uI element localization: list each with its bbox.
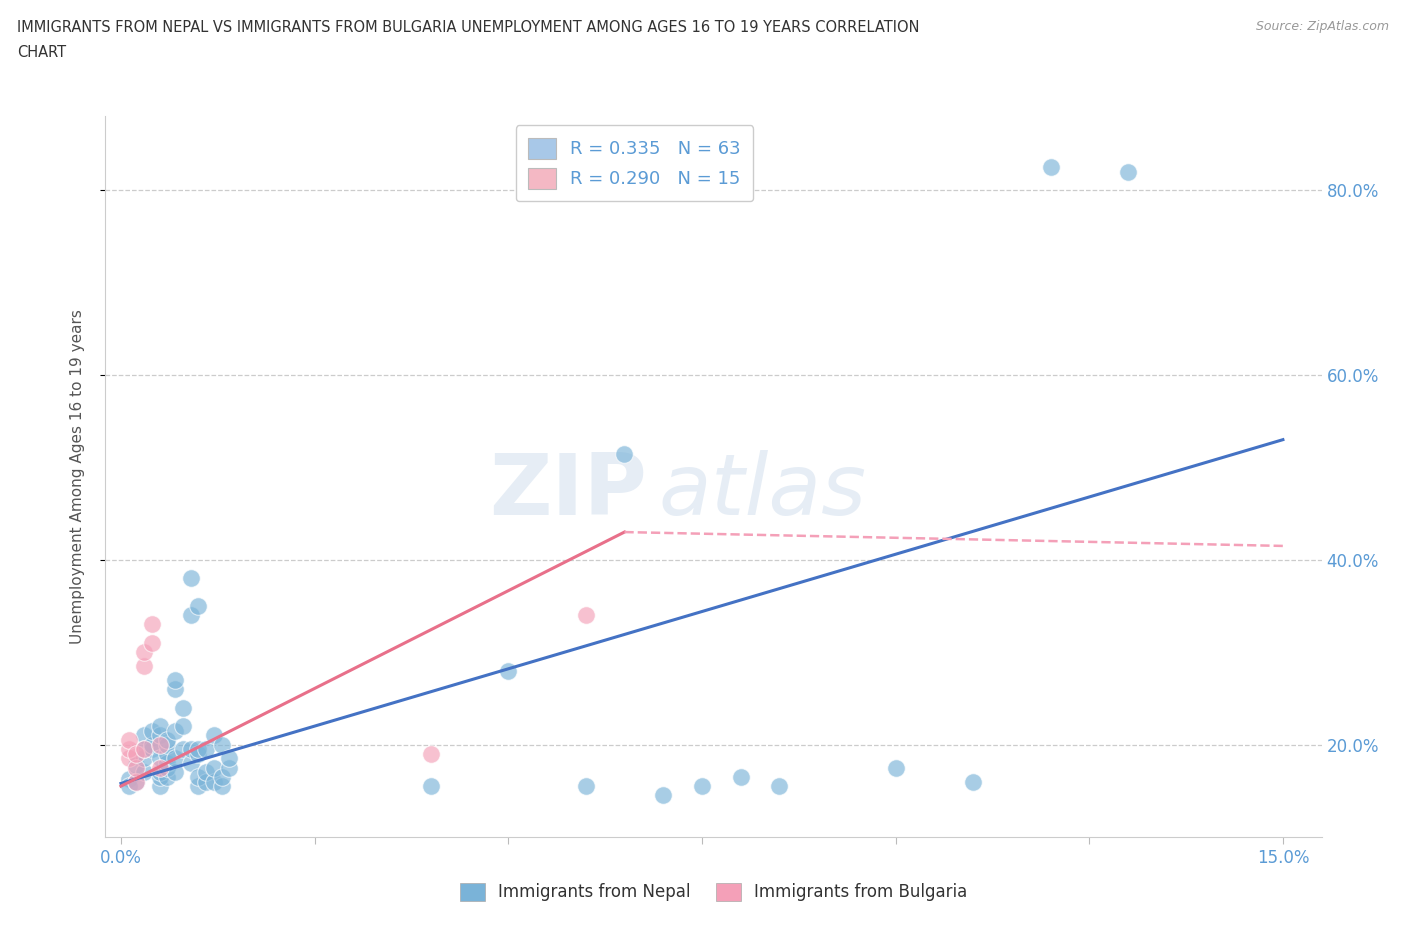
Point	[141, 635, 163, 650]
Point	[118, 778, 141, 793]
Point	[575, 608, 598, 623]
Point	[187, 742, 209, 757]
Point	[187, 599, 209, 614]
Point	[134, 742, 156, 757]
Point	[419, 778, 441, 793]
Point	[125, 774, 148, 789]
Point	[118, 733, 141, 748]
Text: ZIP: ZIP	[489, 449, 647, 533]
Point	[125, 760, 148, 775]
Point	[156, 747, 179, 762]
Point	[156, 760, 179, 775]
Point	[575, 778, 598, 793]
Point	[134, 644, 156, 659]
Point	[172, 742, 194, 757]
Point	[180, 756, 202, 771]
Point	[141, 617, 163, 631]
Point	[141, 737, 163, 752]
Text: atlas: atlas	[659, 449, 868, 533]
Point	[118, 742, 141, 757]
Point	[156, 733, 179, 748]
Point	[202, 774, 225, 789]
Point	[118, 751, 141, 766]
Point	[172, 700, 194, 715]
Point	[211, 778, 233, 793]
Point	[134, 742, 156, 757]
Point	[195, 774, 218, 789]
Point	[149, 737, 172, 752]
Point	[730, 769, 752, 784]
Text: CHART: CHART	[17, 45, 66, 60]
Point	[180, 742, 202, 757]
Point	[218, 760, 240, 775]
Point	[156, 756, 179, 771]
Text: Source: ZipAtlas.com: Source: ZipAtlas.com	[1256, 20, 1389, 33]
Point	[187, 769, 209, 784]
Point	[202, 760, 225, 775]
Point	[187, 778, 209, 793]
Y-axis label: Unemployment Among Ages 16 to 19 years: Unemployment Among Ages 16 to 19 years	[70, 309, 84, 644]
Point	[496, 663, 519, 678]
Point	[134, 728, 156, 743]
Point	[134, 751, 156, 766]
Point	[1039, 160, 1062, 175]
Point	[118, 771, 141, 786]
Point	[165, 724, 187, 738]
Point	[149, 764, 172, 779]
Point	[149, 769, 172, 784]
Point	[149, 719, 172, 734]
Point	[211, 737, 233, 752]
Legend: Immigrants from Nepal, Immigrants from Bulgaria: Immigrants from Nepal, Immigrants from B…	[453, 876, 974, 908]
Point	[613, 446, 636, 461]
Point	[172, 719, 194, 734]
Point	[134, 764, 156, 779]
Point	[652, 788, 675, 803]
Point	[149, 778, 172, 793]
Point	[156, 737, 179, 752]
Point	[180, 608, 202, 623]
Point	[768, 778, 790, 793]
Text: IMMIGRANTS FROM NEPAL VS IMMIGRANTS FROM BULGARIA UNEMPLOYMENT AMONG AGES 16 TO : IMMIGRANTS FROM NEPAL VS IMMIGRANTS FROM…	[17, 20, 920, 35]
Point	[149, 760, 172, 775]
Point	[195, 764, 218, 779]
Point	[156, 769, 179, 784]
Point	[149, 751, 172, 766]
Point	[134, 658, 156, 673]
Point	[141, 724, 163, 738]
Point	[165, 672, 187, 687]
Point	[1116, 165, 1139, 179]
Point	[690, 778, 713, 793]
Point	[165, 751, 187, 766]
Point	[211, 769, 233, 784]
Point	[165, 764, 187, 779]
Point	[141, 742, 163, 757]
Point	[218, 751, 240, 766]
Point	[125, 774, 148, 789]
Point	[202, 728, 225, 743]
Point	[187, 747, 209, 762]
Point	[125, 757, 148, 772]
Point	[165, 682, 187, 697]
Point	[962, 774, 984, 789]
Point	[125, 747, 148, 762]
Point	[149, 728, 172, 743]
Point	[419, 747, 441, 762]
Point	[180, 571, 202, 586]
Point	[884, 760, 907, 775]
Point	[195, 742, 218, 757]
